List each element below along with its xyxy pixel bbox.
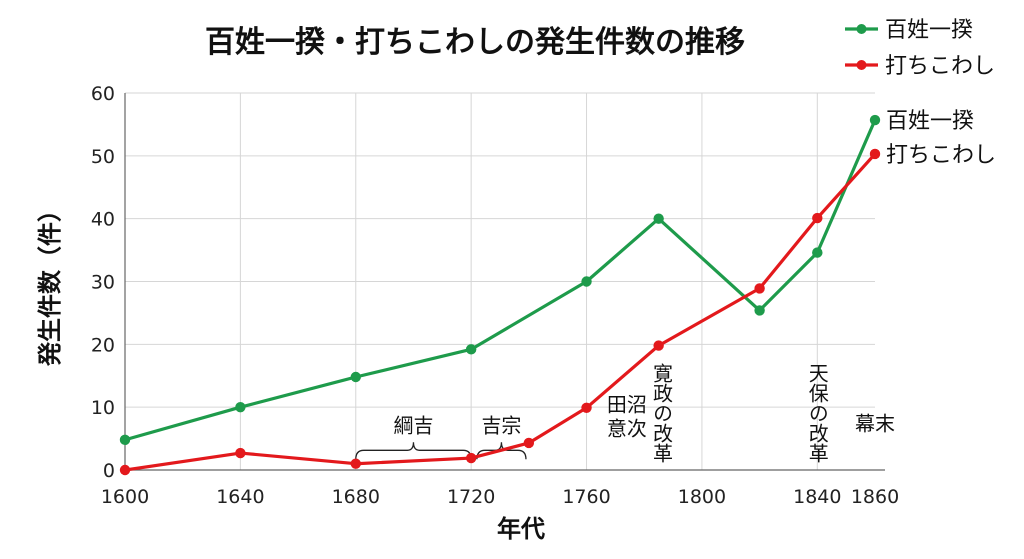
data-point — [350, 458, 361, 469]
legend-label: 打ちこわし — [885, 54, 995, 79]
data-point — [754, 283, 765, 294]
x-tick-label: 1640 — [216, 486, 264, 508]
series-end-label: 打ちこわし — [886, 143, 996, 168]
x-tick-label: 1840 — [793, 486, 841, 508]
legend-label: 百姓一揆 — [885, 18, 973, 43]
x-tick-label: 1600 — [101, 486, 149, 508]
x-tick-label: 1680 — [332, 486, 380, 508]
annotation-label: 幕末 — [855, 411, 895, 435]
data-point — [812, 247, 823, 258]
y-tick-label: 60 — [91, 83, 115, 105]
annotation-label: 寛政の改革 — [650, 363, 674, 463]
data-point — [653, 340, 664, 351]
y-tick-label: 0 — [103, 460, 115, 482]
data-point — [119, 434, 131, 446]
data-point — [523, 437, 535, 449]
data-point — [581, 276, 592, 287]
chart-title: 百姓一揆・打ちこわしの発生件数の推移 — [205, 25, 745, 60]
data-point — [465, 344, 477, 355]
data-point — [754, 305, 765, 316]
legend-marker — [856, 60, 867, 70]
axes — [124, 93, 885, 471]
data-point — [119, 464, 131, 476]
annotation-label: 綱吉 — [393, 413, 433, 437]
data-point — [465, 452, 477, 464]
data-point — [581, 402, 592, 413]
annotation-label: 田沼意次 — [607, 392, 647, 440]
data-point — [235, 447, 246, 459]
grid — [125, 92, 875, 470]
series-line-1 — [124, 152, 877, 472]
series-line-0 — [124, 119, 877, 442]
annotations: 綱吉 吉宗 田沼意次 寛政の改革 天保の改革 幕末 — [355, 363, 895, 463]
y-tick-label: 20 — [91, 334, 115, 356]
data-point — [350, 371, 361, 383]
series-end-label: 百姓一揆 — [886, 109, 974, 134]
annotation-brace — [355, 442, 472, 460]
annotation-label: 吉宗 — [481, 413, 521, 437]
y-tick-label: 10 — [91, 397, 115, 419]
x-tick-label: 1800 — [678, 486, 726, 508]
data-point — [869, 148, 881, 160]
legend-marker — [856, 24, 867, 34]
annotation-label: 天保の改革 — [805, 363, 829, 463]
data-point — [869, 114, 881, 126]
y-tick-label: 30 — [91, 272, 115, 294]
data-point — [812, 212, 823, 224]
y-axis-title: 発生件数（件） — [36, 198, 64, 367]
y-tick-labels: 0 10 20 30 40 50 60 — [91, 83, 115, 482]
series — [119, 114, 881, 476]
x-axis-title: 年代 — [497, 515, 545, 543]
data-point — [235, 401, 246, 413]
annotation-brace — [476, 442, 527, 460]
x-tick-labels: 1600 1640 1680 1720 1760 1800 1840 1860 — [101, 486, 899, 508]
x-tick-label: 1860 — [851, 486, 899, 508]
x-tick-label: 1720 — [447, 486, 495, 508]
y-tick-label: 50 — [91, 146, 115, 168]
x-tick-label: 1760 — [562, 486, 610, 508]
y-tick-label: 40 — [91, 209, 115, 231]
data-point — [653, 213, 664, 224]
